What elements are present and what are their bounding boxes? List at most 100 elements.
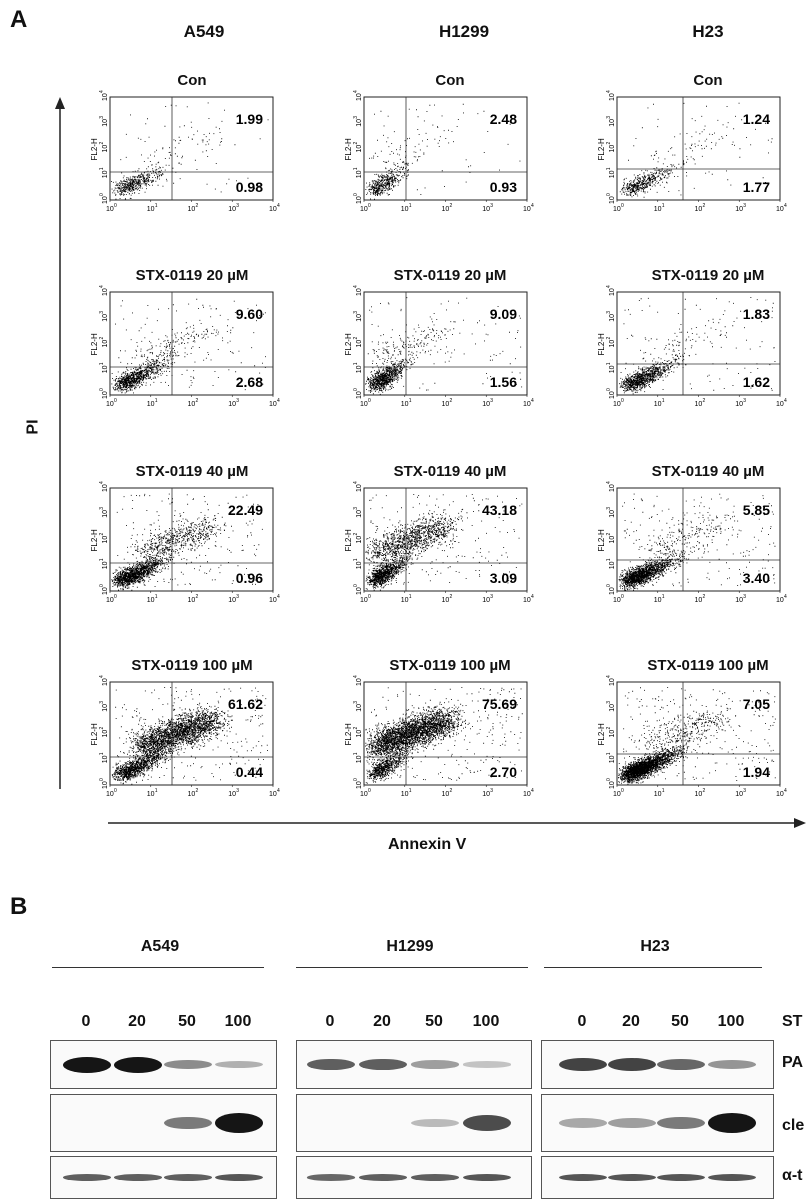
y-tick-exponent: 1	[353, 558, 359, 561]
y-tick-label: 10	[102, 119, 109, 127]
band-PARP	[307, 1058, 355, 1071]
x-tick-exponent: 2	[450, 203, 453, 209]
y-tick-exponent: 1	[99, 752, 105, 755]
flow-dots	[618, 493, 776, 591]
y-tick-label: 10	[356, 340, 363, 348]
wb-dose-0-2: 50	[178, 1013, 196, 1030]
flow-dots	[618, 687, 776, 785]
x-tick-exponent: 1	[155, 788, 158, 794]
quadrant-early-value: 1.77	[743, 179, 770, 195]
y-tick-label: 10	[102, 755, 109, 763]
y-tick-exponent: 1	[353, 752, 359, 755]
y-tick-exponent: 3	[353, 116, 359, 119]
x-tick-label: 10	[188, 597, 196, 604]
x-tick-label: 10	[147, 206, 155, 213]
band-tubulin	[114, 1174, 162, 1181]
wb-group-line-h1299	[296, 967, 528, 968]
y-tick-label: 10	[356, 288, 363, 296]
quadrant-early-value: 0.96	[236, 570, 263, 586]
y-tick-label: 10	[356, 587, 363, 595]
x-tick-exponent: 2	[196, 398, 199, 404]
y-tick-exponent: 2	[353, 533, 359, 536]
plot-y-label: FL2-H	[597, 138, 606, 160]
x-tick-exponent: 0	[368, 788, 371, 794]
x-tick-exponent: 0	[621, 594, 624, 600]
y-tick-exponent: 3	[99, 116, 105, 119]
x-tick-exponent: 4	[277, 203, 280, 209]
y-tick-label: 10	[102, 314, 109, 322]
y-tick-exponent: 3	[353, 701, 359, 704]
x-tick-exponent: 4	[531, 203, 534, 209]
band-PARP	[708, 1060, 756, 1069]
y-tick-exponent: 0	[353, 193, 359, 196]
y-tick-exponent: 4	[353, 675, 359, 678]
x-tick-label: 10	[106, 597, 114, 604]
flow-dots	[111, 493, 263, 591]
x-tick-label: 10	[482, 206, 490, 213]
y-tick-exponent: 4	[99, 285, 105, 288]
x-tick-label: 10	[228, 791, 236, 798]
band-PARP	[359, 1058, 407, 1071]
band-cleaved	[708, 1113, 756, 1133]
plot-title-r1-c2: STX-0119 20 µM	[651, 267, 765, 284]
y-tick-exponent: 4	[606, 481, 612, 484]
y-tick-exponent: 1	[606, 167, 612, 170]
plot-y-label: FL2-H	[597, 529, 606, 551]
y-tick-label: 10	[609, 510, 616, 518]
x-tick-exponent: 4	[277, 594, 280, 600]
y-tick-label: 10	[102, 391, 109, 399]
plot-y-label: FL2-H	[90, 333, 99, 355]
band-tubulin	[307, 1174, 355, 1181]
x-tick-label: 10	[735, 206, 743, 213]
col-header-a549: A549	[183, 22, 225, 41]
y-tick-exponent: 0	[353, 778, 359, 781]
y-tick-exponent: 1	[99, 362, 105, 365]
y-tick-label: 10	[356, 781, 363, 789]
x-tick-label: 10	[106, 206, 114, 213]
x-tick-label: 10	[188, 401, 196, 408]
quadrant-early-value: 3.40	[743, 570, 770, 586]
x-tick-label: 10	[228, 206, 236, 213]
wb-dose-2-2: 50	[671, 1013, 689, 1030]
y-tick-exponent: 3	[99, 507, 105, 510]
wb-label-cleaved-parp: cle	[782, 1117, 805, 1134]
y-tick-label: 10	[102, 196, 109, 204]
panel-b-letter: B	[10, 893, 28, 920]
plot-title-r0-c0: Con	[177, 72, 207, 89]
plot-title-r2-c2: STX-0119 40 µM	[651, 463, 765, 480]
y-tick-label: 10	[102, 93, 109, 101]
y-tick-label: 10	[609, 314, 616, 322]
band-cleaved	[657, 1116, 705, 1130]
y-tick-label: 10	[609, 484, 616, 492]
plot-y-label: FL2-H	[344, 529, 353, 551]
x-tick-exponent: 0	[368, 594, 371, 600]
band-cleaved	[215, 1113, 263, 1133]
x-tick-label: 10	[442, 597, 450, 604]
quadrant-late-value: 9.09	[490, 306, 517, 322]
y-tick-label: 10	[356, 678, 363, 686]
band-tubulin	[63, 1174, 111, 1181]
x-tick-label: 10	[776, 206, 784, 213]
x-tick-label: 10	[654, 791, 662, 798]
y-tick-label: 10	[609, 678, 616, 686]
wb-dose-1-3: 100	[472, 1013, 500, 1030]
y-tick-label: 10	[609, 730, 616, 738]
y-tick-exponent: 4	[99, 90, 105, 93]
quadrant-late-value: 1.99	[236, 111, 263, 127]
annexin-axis-title: Annexin V	[388, 836, 467, 853]
y-tick-exponent: 2	[353, 337, 359, 340]
x-tick-exponent: 1	[662, 594, 665, 600]
quadrant-late-value: 7.05	[743, 696, 770, 712]
x-tick-exponent: 4	[784, 594, 787, 600]
y-tick-label: 10	[609, 704, 616, 712]
y-tick-label: 10	[102, 170, 109, 178]
y-tick-exponent: 2	[99, 142, 105, 145]
plot-title-r1-c1: STX-0119 20 µM	[393, 267, 507, 284]
x-tick-exponent: 3	[236, 788, 239, 794]
band-tubulin	[657, 1174, 705, 1181]
